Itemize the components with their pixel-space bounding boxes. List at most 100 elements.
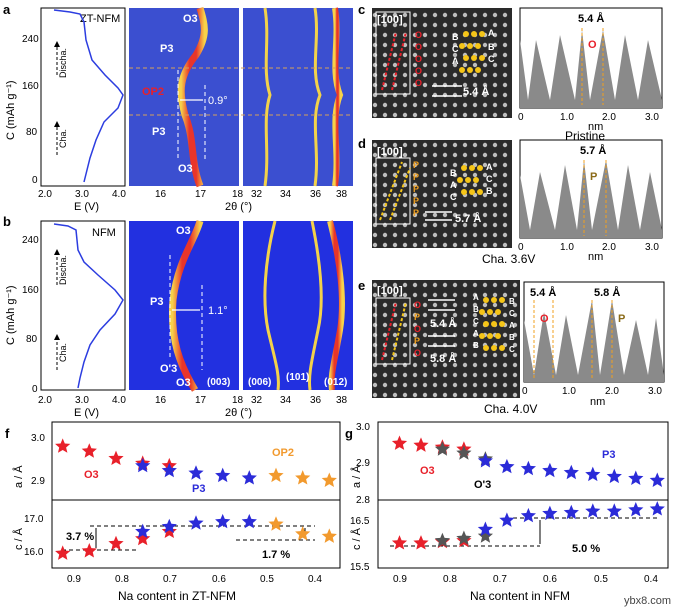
panel-g-xlabel: Na content in NFM [470, 589, 570, 603]
panel-a-voltage-curve [53, 9, 124, 183]
panel-c-o-marker: O [415, 30, 422, 40]
panel-g-letter: g [345, 426, 353, 441]
panel-e-zone: [100] [377, 285, 403, 297]
panel-b-tth-tick: 17 [195, 395, 207, 406]
star-point-o3 [456, 445, 472, 460]
panel-a-xlabel: E (V) [74, 201, 99, 213]
panel-a-phase: O3 [178, 163, 193, 175]
panel-f-xtick: 0.6 [212, 574, 226, 585]
panel-c-o-marker: O [415, 54, 422, 64]
panel-b-ylabel: C (mAh g⁻¹) [5, 285, 17, 345]
panel-e-side-marker: O [414, 348, 421, 358]
panel-f-xtick: 0.8 [115, 574, 129, 585]
panel-d-p-marker: P [413, 196, 419, 206]
star-point-p3 [241, 470, 257, 485]
panel-f-a-marks [55, 438, 337, 487]
panel-b-ytick: 240 [22, 235, 39, 246]
panel-d-stack-line [379, 161, 403, 221]
panel-b-tth-tick: 16 [155, 395, 167, 406]
panel-a-ytick: 160 [22, 81, 39, 92]
star-point-p3 [542, 505, 558, 521]
panel-d-stack-line [389, 167, 411, 221]
panel-d-stack-letter: B [486, 186, 493, 196]
star-point-p3 [585, 466, 601, 482]
panel-b-discha-arrowhead [54, 249, 60, 255]
panel-d-xtick: 2.0 [602, 242, 616, 253]
panel-b-hkl: (012) [324, 377, 347, 388]
panel-a-phase: P3 [160, 43, 173, 55]
star-point-p3 [215, 467, 231, 483]
panel-a-letter: a [3, 2, 11, 17]
panel-a-xrd-003-peak [177, 7, 208, 188]
star-point-p3 [188, 465, 204, 480]
panel-a-tth-tick: 38 [336, 189, 348, 200]
star-point-p3 [563, 464, 579, 480]
panel-a-frame [40, 7, 126, 187]
star-point-o3 [434, 532, 451, 548]
panel-g-ytick: 2.8 [356, 495, 370, 506]
panel-e-peak-phase2: P [618, 313, 625, 325]
panel-d-intensity-profile [520, 160, 662, 238]
panel-c-peak-label: 5.4 Å [578, 12, 604, 25]
panel-g-xtick: 0.6 [543, 574, 557, 585]
panel-b-frame [40, 220, 126, 391]
panel-b-phase: O3 [176, 377, 191, 389]
panel-f-phase-label: O3 [84, 469, 99, 481]
panel-d-peak-label: 5.7 Å [580, 144, 606, 157]
panel-c-o-marker: O [415, 42, 422, 52]
panel-a-xtick: 3.0 [75, 189, 89, 200]
panel-b-hkl: (101) [286, 372, 309, 383]
panel-f-xtick: 0.9 [67, 574, 81, 585]
star-point-o3 [108, 535, 124, 551]
panel-d-xlabel: nm [588, 251, 603, 263]
panel-e-side-marker: P [414, 336, 420, 346]
panel-g-ylabel-c: c / Å [350, 527, 363, 550]
panel-b-xtick: 4.0 [112, 395, 126, 406]
panel-b-xrd-peak [263, 220, 280, 391]
panel-e-stack-letter: B [473, 341, 479, 350]
panel-e-side-marker: P [414, 312, 420, 322]
panel-d-stack-letter: A [486, 162, 493, 172]
panel-b-ytick: 0 [32, 384, 38, 395]
panel-a-discha-arrowhead [54, 41, 60, 47]
panel-b-xrd-peak [308, 220, 323, 391]
panel-e-peak-phase1: O [540, 313, 549, 325]
panel-g-phase-label: O3 [420, 465, 435, 477]
panel-f-ytick: 2.9 [31, 476, 45, 487]
panel-a-ytick: 240 [22, 34, 39, 45]
panel-b-cha-arrowhead [54, 334, 60, 340]
panel-b-title: NFM [92, 227, 116, 239]
panel-d-stack-letter: A [450, 180, 457, 190]
panel-c-stack-letter: B [488, 42, 495, 52]
panel-a-title: ZT-NFM [80, 13, 120, 25]
panel-b-ytick: 80 [26, 334, 38, 345]
star-point-p3 [542, 462, 558, 478]
panel-c-peak-phase: O [588, 39, 597, 51]
star-point-p3 [135, 523, 151, 538]
panel-a-tth-tick: 36 [310, 189, 322, 200]
panel-e-peak-label1: 5.4 Å [530, 286, 556, 299]
panel-c-stack-letter: A [452, 56, 459, 66]
panel-b-phase: P3 [150, 296, 163, 308]
panel-f-ytick: 3.0 [31, 433, 45, 444]
panel-e: e [100] O P O P O 5.4 Å 5.8 Å A B B [358, 278, 665, 416]
panel-d: d [100] P P P P P A B C A B C 5.7 Å [358, 136, 663, 266]
panel-e-stack-letter: C [473, 317, 479, 326]
panel-a-angle: 0.9° [208, 95, 228, 107]
panel-b-voltage-curve [53, 223, 124, 389]
panel-g-xtick: 0.4 [644, 574, 658, 585]
panel-b-xtick: 2.0 [38, 395, 52, 406]
panel-e-side-marker: O [414, 300, 421, 310]
star-point-o3 [413, 535, 429, 550]
panel-b-tth-tick: 18 [232, 395, 244, 406]
panel-e-xtick: 2.0 [605, 386, 619, 397]
panel-a-xtick: 4.0 [112, 189, 126, 200]
panel-e-stack-letter: A [473, 293, 479, 302]
panel-a-tth-tick: 34 [280, 189, 292, 200]
star-point-p3 [563, 504, 579, 520]
star-point-o3 [81, 543, 97, 558]
panel-e-atom-model [479, 297, 505, 351]
star-point-p3 [477, 453, 493, 468]
star-point-p3 [161, 462, 177, 478]
